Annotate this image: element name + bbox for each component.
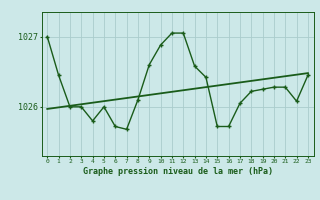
X-axis label: Graphe pression niveau de la mer (hPa): Graphe pression niveau de la mer (hPa) [83,167,273,176]
